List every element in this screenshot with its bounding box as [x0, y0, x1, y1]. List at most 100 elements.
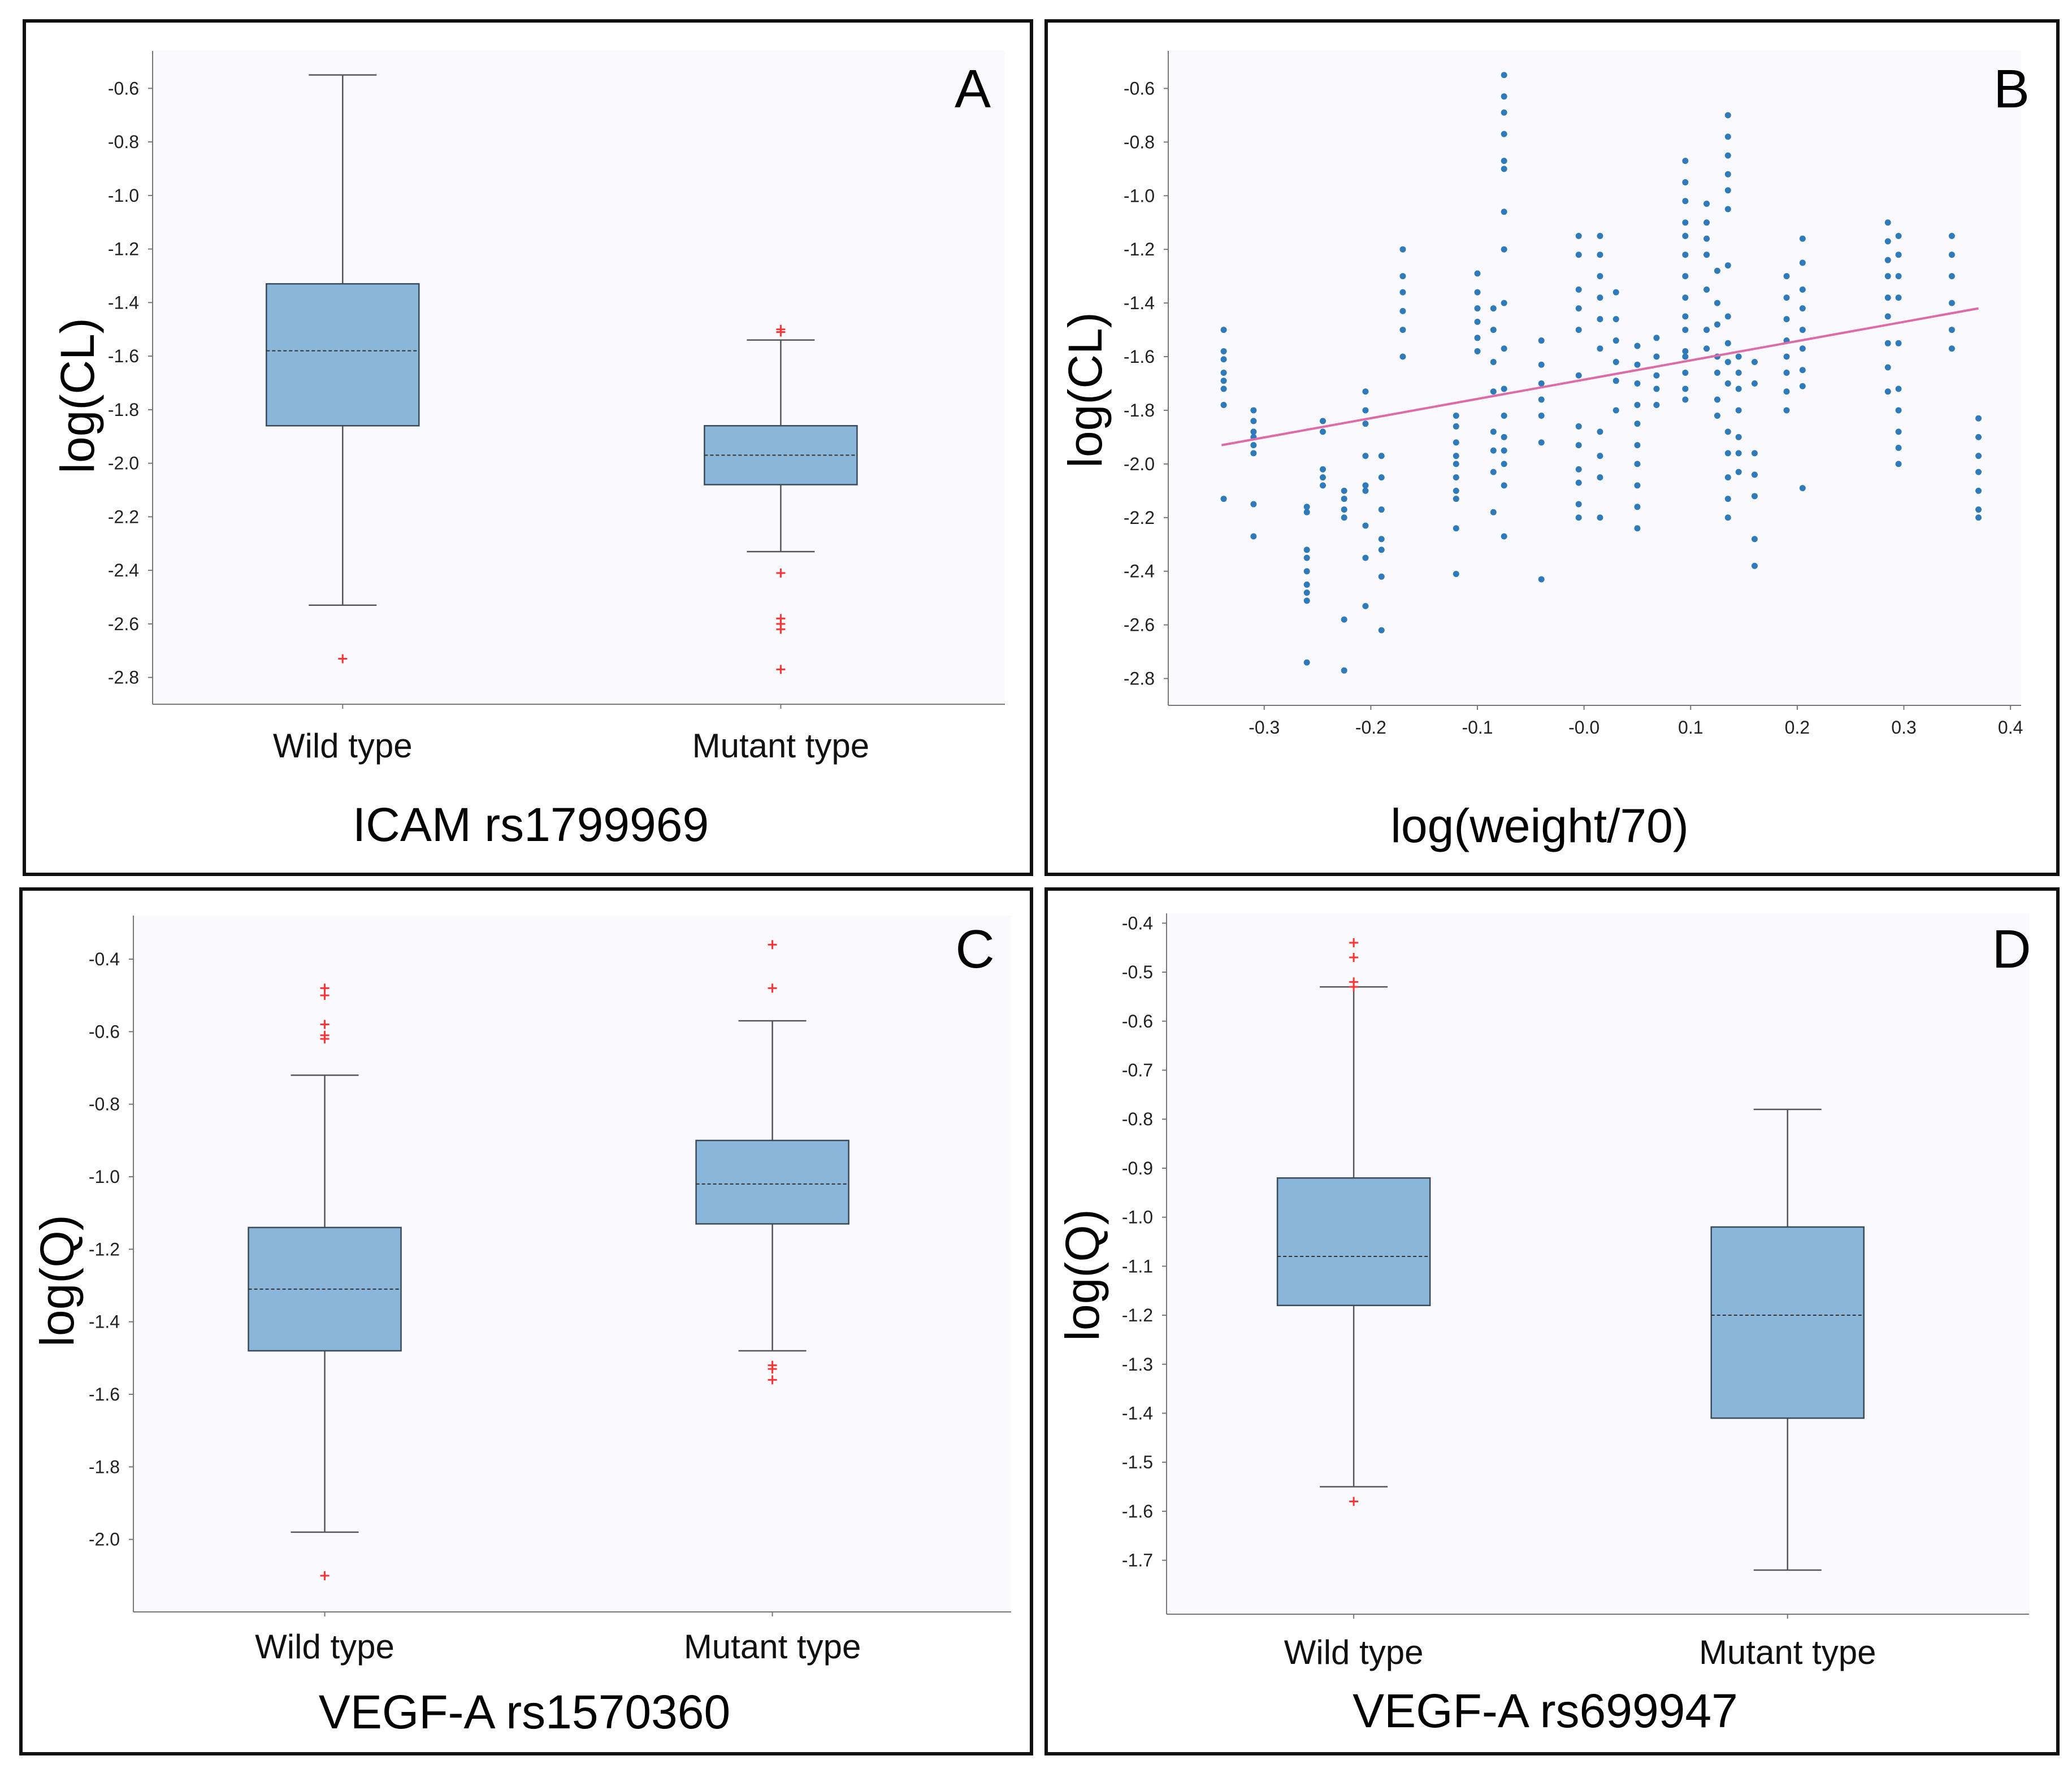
scatter-point: [1399, 273, 1406, 280]
scatter-point: [1612, 407, 1619, 414]
scatter-point: [1303, 554, 1310, 561]
scatter-point: [1895, 294, 1902, 301]
scatter-point: [1895, 407, 1902, 414]
scatter-point: [1714, 300, 1720, 306]
outlier-point: [1349, 1497, 1359, 1506]
y-tick-label: -1.4: [1124, 293, 1155, 313]
scatter-point: [1714, 396, 1720, 403]
scatter-point: [1538, 380, 1545, 387]
y-tick-label: -0.6: [89, 1021, 120, 1042]
scatter-point: [1490, 327, 1497, 333]
y-tick-label: -1.2: [1122, 1305, 1153, 1325]
scatter-point: [1653, 385, 1660, 392]
scatter-point: [1597, 252, 1603, 258]
scatter-point: [1399, 353, 1406, 360]
scatter-point: [1724, 313, 1731, 320]
scatter-point: [1634, 482, 1641, 489]
y-tick-label: -2.0: [1124, 454, 1155, 474]
scatter-point: [1575, 501, 1582, 508]
scatter-point: [1341, 496, 1347, 502]
scatter-point: [1303, 581, 1310, 588]
y-tick-label: -2.6: [1124, 615, 1155, 635]
scatter-point: [1884, 294, 1891, 301]
scatter-point: [1303, 547, 1310, 553]
scatter-point: [1341, 506, 1347, 513]
box-mutant-type: [1710, 1226, 1865, 1419]
scatter-point: [1884, 273, 1891, 280]
scatter-point: [1682, 294, 1689, 301]
scatter-point: [1501, 109, 1507, 116]
scatter-point: [1474, 305, 1481, 312]
scatter-point: [1783, 370, 1790, 376]
panel-a: -0.6 -0.8 -1.0 -1.2 -1.4 -1.6 -1.8 -2.0 -2.2 -2.4…: [23, 19, 1033, 876]
y-axis-label-b: log(CL): [1059, 312, 1112, 467]
x-tick-label: 0.1: [1678, 717, 1703, 738]
scatter-point: [1575, 423, 1582, 430]
scatter-point: [1724, 340, 1731, 346]
y-tick-label: -1.2: [108, 239, 139, 259]
scatter-point: [1634, 343, 1641, 349]
scatter-point: [1362, 388, 1369, 395]
scatter-point: [1783, 294, 1790, 301]
x-tick-label: 0.4: [1998, 717, 2023, 738]
y-tick-label: -0.9: [1122, 1158, 1153, 1178]
y-tick-label: -2.8: [108, 667, 139, 688]
y-tick-label: -1.1: [1122, 1256, 1153, 1276]
scatter-point: [1714, 370, 1720, 376]
panel-d: -0.4 -0.5 -0.6 -0.7 -0.8 -0.9 -1.0 -1.1 -1.2 -1.3…: [1044, 887, 2060, 1755]
panel-letter-d: D: [1992, 919, 2031, 979]
x-axis-label-b: log(weight/70): [1390, 799, 1689, 852]
scatter-point: [1320, 428, 1327, 435]
scatter-point: [1682, 198, 1689, 205]
scatter-point: [1362, 421, 1369, 427]
scatter-point: [1799, 345, 1806, 352]
box-wild-type: [1276, 1177, 1431, 1306]
scatter-point: [1724, 206, 1731, 213]
scatter-point: [1724, 187, 1731, 194]
scatter-point: [1575, 327, 1582, 333]
y-tick-label: -1.0: [1122, 1207, 1153, 1228]
scatter-point: [1653, 335, 1660, 341]
scatter-point: [1474, 270, 1481, 277]
scatter-point: [1682, 179, 1689, 186]
category-label-mutant-type: Mutant type: [684, 1628, 861, 1666]
outlier-point: [338, 654, 348, 664]
y-axis-label-d: log(Q): [1056, 1209, 1109, 1341]
scatter-point: [1799, 327, 1806, 333]
scatter-point: [1303, 568, 1310, 575]
category-label-wild-type: Wild type: [1284, 1633, 1424, 1671]
scatter-point: [1735, 450, 1742, 457]
scatter-point: [1714, 321, 1720, 328]
scatter-point: [1538, 361, 1545, 368]
y-tick-label: -1.6: [89, 1384, 120, 1404]
scatter-point: [1634, 504, 1641, 510]
scatter-point: [1884, 313, 1891, 320]
scatter-point: [1799, 235, 1806, 242]
scatter-point: [1220, 378, 1227, 384]
scatter-point: [1597, 294, 1603, 301]
scatter-point: [1220, 327, 1227, 333]
scatter-point: [1490, 305, 1497, 312]
y-tick-label: -0.5: [1122, 962, 1153, 982]
scatter-point: [1597, 428, 1603, 435]
panel-d-chart: -0.4 -0.5 -0.6 -0.7 -0.8 -0.9 -1.0 -1.1 -1.2 -1.3…: [1056, 913, 2031, 1737]
scatter-point: [1948, 345, 1955, 352]
scatter-point: [1303, 597, 1310, 604]
scatter-point: [1501, 158, 1507, 164]
scatter-point: [1453, 412, 1459, 419]
scatter-point: [1735, 353, 1742, 360]
scatter-point: [1634, 525, 1641, 532]
scatter-point: [1724, 359, 1731, 366]
y-tick-label: -1.6: [108, 346, 139, 366]
scatter-point: [1378, 453, 1385, 459]
outlier-point: [320, 991, 330, 1000]
y-tick-label: -1.6: [1122, 1501, 1153, 1521]
scatter-point: [1341, 487, 1347, 494]
scatter-point: [1682, 348, 1689, 355]
y-tick-label: -2.8: [1124, 669, 1155, 689]
panel-a-chart: -0.6 -0.8 -1.0 -1.2 -1.4 -1.6 -1.8 -2.0 -2.2 -2.4…: [51, 51, 1005, 851]
y-tick-label: -0.4: [1122, 913, 1153, 933]
scatter-point: [1975, 506, 1982, 513]
scatter-point: [1320, 418, 1327, 424]
category-label-mutant-type: Mutant type: [1699, 1633, 1876, 1671]
